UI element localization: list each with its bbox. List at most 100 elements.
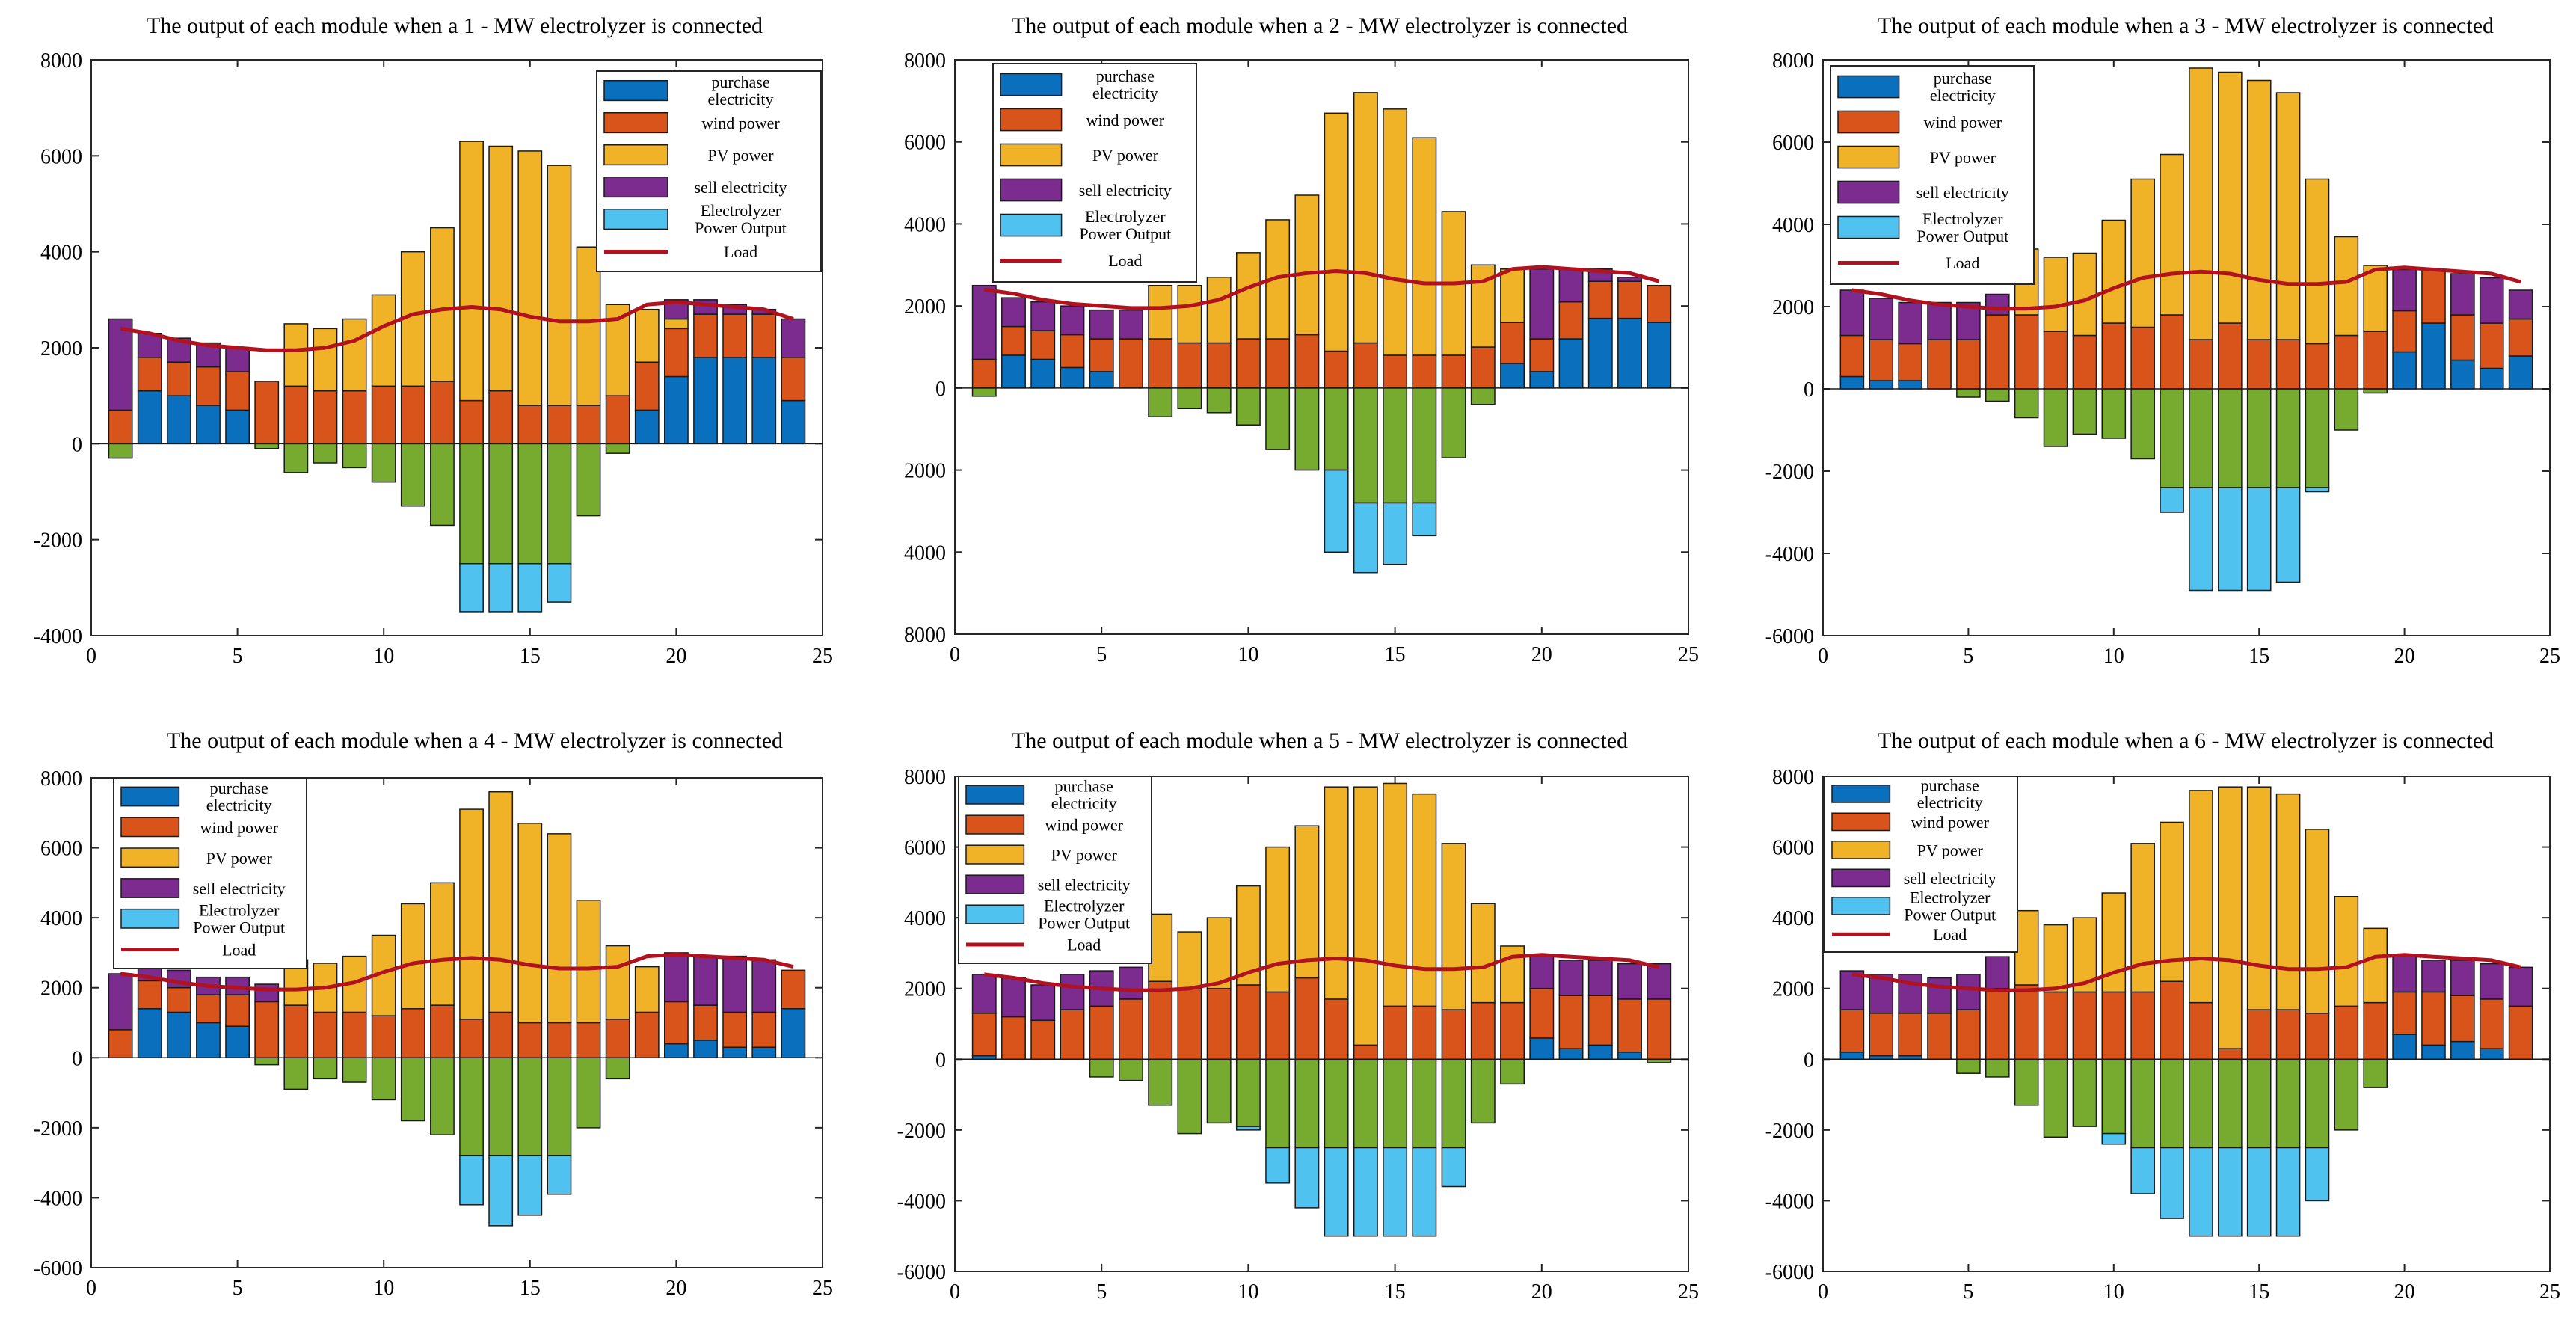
bar-sell (1118, 309, 1143, 340)
x-tick-label: 20 (1531, 1280, 1552, 1304)
bar-electrolyzer (1353, 1147, 1378, 1237)
bar-purchase (137, 390, 162, 445)
bar-wind (2305, 1013, 2330, 1061)
bar-purchase (693, 1040, 718, 1059)
bar-purchase (1617, 317, 1642, 389)
bar-wind (166, 361, 191, 396)
bar-purchase (2450, 1040, 2475, 1061)
bar-wind (1470, 346, 1496, 389)
x-tick-label: 5 (1096, 1280, 1107, 1304)
bar-wind (1529, 338, 1555, 372)
bar-wind (1412, 1005, 1437, 1061)
bar-sell (693, 955, 718, 1006)
y-tick-label: 4000 (40, 242, 82, 265)
legend-label-wind: wind power (1911, 813, 1989, 832)
bar-purchase (166, 395, 191, 445)
bar-wind (1869, 1013, 1894, 1057)
bar-green (2072, 1058, 2097, 1127)
bar-green (1206, 1058, 1232, 1124)
x-tick-label: 10 (1238, 1280, 1258, 1304)
legend-swatch-wind (1837, 110, 1900, 134)
bar-purchase (2479, 1048, 2504, 1061)
bar-green (342, 1057, 367, 1083)
bar-pv (2043, 257, 2068, 332)
legend-label-pv: PV power (707, 146, 774, 165)
bar-wind (283, 385, 309, 445)
bar-green (1206, 387, 1232, 414)
y-tick-label: -4000 (1765, 1190, 1814, 1213)
y-tick-label: 6000 (1772, 837, 1814, 860)
load-line (120, 952, 794, 992)
bar-wind (459, 1019, 484, 1059)
legend: purchase electricity wind power PV power sel… (992, 63, 1197, 283)
legend-swatch-purchase (1831, 785, 1891, 803)
y-tick-label: 4000 (904, 213, 946, 236)
y-tick-label: 0 (72, 1047, 82, 1070)
chart-title: The output of each module when a 6 - MW … (1878, 728, 2494, 753)
bar-wind (2246, 339, 2272, 390)
legend-swatch-pv (1837, 145, 1900, 169)
bar-wind (108, 1029, 133, 1059)
bar-green (1265, 1058, 1291, 1149)
bar-pv (576, 900, 601, 1024)
bar-purchase (781, 1008, 806, 1059)
bar-pv (2246, 79, 2272, 340)
y-tick-label: 6000 (1772, 132, 1814, 155)
bar-pv (313, 328, 338, 392)
bar-purchase (1587, 1044, 1613, 1061)
bar-sell (971, 974, 997, 1014)
legend-label-sell: sell electricity (1904, 869, 1996, 888)
bar-wind (1265, 991, 1291, 1061)
bar-electrolyzer (1412, 1147, 1437, 1237)
bar-wind (488, 1011, 514, 1059)
x-tick-label: 20 (2394, 645, 2415, 668)
bar-electrolyzer (1265, 1147, 1291, 1184)
bar-wind (1060, 1009, 1085, 1061)
bar-green (1470, 1058, 1496, 1124)
bar-green (342, 443, 367, 469)
legend-label-sell: sell electricity (1079, 181, 1172, 200)
bar-wind (1294, 334, 1320, 389)
bar-wind (1089, 1005, 1114, 1061)
bar-wind (634, 1011, 660, 1059)
bar-green (2334, 1058, 2359, 1131)
bar-wind (2392, 991, 2417, 1035)
bar-green (459, 443, 484, 565)
bar-wind (1177, 987, 1202, 1061)
legend-label-purchase: purchase electricity (708, 73, 774, 108)
legend: purchase electricity wind power PV power sel… (958, 776, 1152, 964)
load-line (120, 300, 794, 352)
bar-sell (1839, 970, 1865, 1010)
bar-electrolyzer (2305, 1147, 2330, 1202)
bar-purchase (693, 357, 718, 445)
bar-electrolyzer (1353, 502, 1378, 574)
x-tick-label: 25 (812, 1277, 833, 1300)
bar-wind (1118, 338, 1143, 389)
bar-sell (722, 955, 748, 1013)
bar-purchase (781, 399, 806, 445)
bar-wind (1839, 334, 1865, 378)
bar-green (371, 443, 396, 483)
legend-box (958, 776, 1152, 964)
legend-label-load: Load (724, 242, 757, 261)
legend-label-electrolyzer: Electrolyzer Power Output (695, 201, 787, 237)
bar-pv (547, 165, 572, 406)
bar-green (400, 1057, 425, 1122)
bar-green (430, 1057, 455, 1135)
bar-purchase (1647, 322, 1672, 389)
bar-pv (1412, 793, 1437, 1007)
bar-pv (1294, 825, 1320, 979)
legend: purchase electricity wind power PV power sel… (596, 70, 822, 272)
bar-purchase (2479, 367, 2504, 390)
bar-pv (2130, 843, 2155, 993)
x-tick-label: 0 (1818, 645, 1828, 668)
bar-sell (225, 347, 250, 372)
bar-wind (2014, 984, 2039, 1061)
bar-wind (693, 313, 718, 358)
bar-pv (2305, 829, 2330, 1014)
bar-electrolyzer (2275, 487, 2301, 583)
x-tick-label: 0 (950, 1280, 960, 1304)
bar-wind (1441, 354, 1466, 389)
legend: purchase electricity wind power PV power sel… (1824, 776, 2018, 953)
bar-pv (2014, 909, 2039, 986)
